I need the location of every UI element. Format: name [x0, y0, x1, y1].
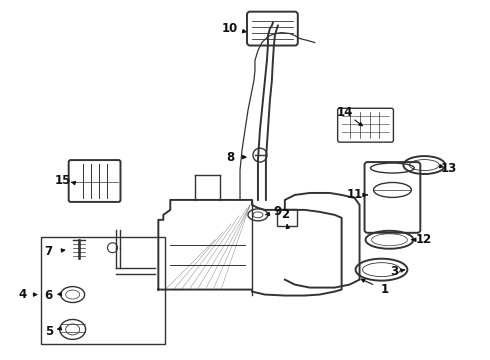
Text: 11: 11 — [346, 188, 363, 202]
Text: 13: 13 — [441, 162, 457, 175]
Text: 7: 7 — [45, 245, 53, 258]
Text: 9: 9 — [274, 205, 282, 219]
Text: 1: 1 — [380, 283, 389, 296]
Text: 5: 5 — [45, 325, 53, 338]
Text: 12: 12 — [416, 233, 433, 246]
Text: 3: 3 — [391, 265, 398, 278]
Text: 2: 2 — [281, 208, 289, 221]
Text: 10: 10 — [222, 22, 238, 35]
Text: 14: 14 — [337, 106, 353, 119]
Bar — [41, 237, 165, 345]
Text: 6: 6 — [45, 289, 53, 302]
Text: 15: 15 — [54, 174, 71, 186]
Text: 4: 4 — [19, 288, 27, 301]
Text: 8: 8 — [226, 150, 234, 163]
